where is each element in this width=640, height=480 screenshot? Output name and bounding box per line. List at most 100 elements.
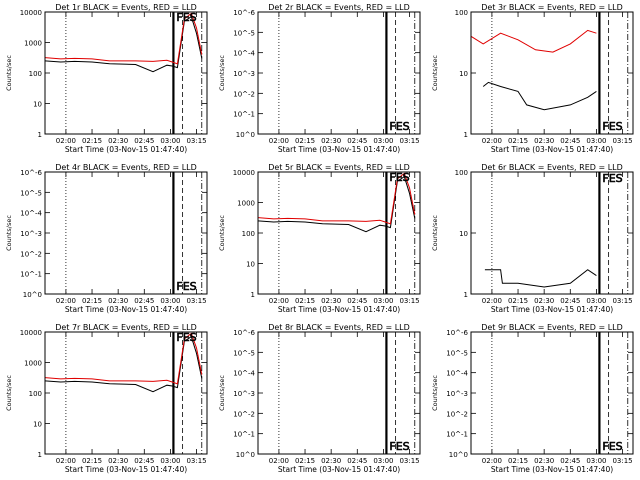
x-tick-label: 02:45 bbox=[347, 137, 367, 145]
x-tick-label: 02:00 bbox=[56, 457, 76, 465]
x-tick-label: 02:30 bbox=[108, 137, 128, 145]
events-series-line bbox=[44, 15, 203, 73]
x-tick-label: 02:00 bbox=[269, 457, 289, 465]
plot-frame bbox=[44, 331, 208, 455]
x-axis-label: Start Time (03-Nov-15 01:47:40) bbox=[65, 465, 187, 474]
detector-panel-8: Det 8r BLACK = Events, RED = LLD Counts/s… bbox=[218, 323, 421, 474]
x-tick-label: 03:00 bbox=[160, 297, 180, 305]
y-tick-label: 10^-1 bbox=[233, 431, 255, 439]
y-tick-label: 1 bbox=[38, 451, 42, 459]
y-tick-label: 10^-1 bbox=[233, 111, 255, 119]
y-tick-label: 10^-5 bbox=[233, 349, 255, 357]
y-tick-label: 10 bbox=[459, 70, 468, 78]
y-tick-label: 1000 bbox=[24, 40, 42, 48]
x-tick-label: 03:15 bbox=[612, 297, 632, 305]
fes-annotation: FES bbox=[389, 120, 409, 133]
detector-panel-5: Det 5r BLACK = Events, RED = LLD Counts/s… bbox=[218, 163, 421, 314]
panel-title: Det 9r BLACK = Events, RED = LLD bbox=[481, 323, 623, 332]
detector-panel-4: Det 4r BLACK = Events, RED = LLD Counts/s… bbox=[5, 163, 208, 314]
fes-annotation: FES bbox=[602, 120, 622, 133]
x-axis-label: Start Time (03-Nov-15 01:47:40) bbox=[278, 145, 400, 154]
y-tick-label: 10 bbox=[459, 230, 468, 238]
y-tick-label: 1 bbox=[251, 291, 255, 299]
y-tick-label: 10^-4 bbox=[233, 50, 255, 58]
x-tick-label: 02:15 bbox=[82, 137, 102, 145]
detector-panel-7: Det 7r BLACK = Events, RED = LLD Counts/s… bbox=[5, 323, 208, 474]
panel-title: Det 8r BLACK = Events, RED = LLD bbox=[268, 323, 410, 332]
x-tick-label: 02:15 bbox=[508, 297, 528, 305]
panel-title: Det 4r BLACK = Events, RED = LLD bbox=[55, 163, 197, 172]
x-tick-label: 03:15 bbox=[186, 297, 206, 305]
x-tick-label: 02:15 bbox=[295, 137, 315, 145]
x-tick-label: 03:00 bbox=[586, 137, 606, 145]
x-tick-label: 02:00 bbox=[269, 137, 289, 145]
x-tick-label: 03:15 bbox=[186, 137, 206, 145]
y-tick-label: 10^-2 bbox=[446, 410, 468, 418]
x-tick-label: 02:15 bbox=[82, 297, 102, 305]
y-tick-label: 10^-2 bbox=[233, 410, 255, 418]
x-tick-label: 02:45 bbox=[560, 297, 580, 305]
y-tick-label: 10^-5 bbox=[20, 189, 42, 197]
y-axis-label: Counts/sec bbox=[431, 215, 439, 251]
y-tick-label: 10^-5 bbox=[233, 29, 255, 37]
lld-series-line bbox=[44, 12, 203, 65]
plot-frame bbox=[470, 171, 634, 295]
y-axis-label: Counts/sec bbox=[218, 215, 226, 251]
y-tick-label: 10 bbox=[33, 101, 42, 109]
x-tick-label: 02:15 bbox=[295, 297, 315, 305]
y-tick-label: 10^-6 bbox=[446, 329, 468, 337]
y-tick-label: 1 bbox=[464, 131, 468, 139]
x-axis-label: Start Time (03-Nov-15 01:47:40) bbox=[491, 465, 613, 474]
y-axis-label: Counts/sec bbox=[431, 375, 439, 411]
y-tick-label: 10000 bbox=[20, 9, 42, 17]
y-tick-label: 10 bbox=[246, 261, 255, 269]
x-tick-label: 02:30 bbox=[534, 457, 554, 465]
x-tick-label: 03:00 bbox=[586, 457, 606, 465]
events-series-line bbox=[482, 81, 597, 111]
x-axis-label: Start Time (03-Nov-15 01:47:40) bbox=[278, 305, 400, 314]
y-tick-label: 10^-6 bbox=[233, 9, 255, 17]
x-tick-label: 02:00 bbox=[482, 137, 502, 145]
y-axis-label: Counts/sec bbox=[218, 55, 226, 91]
plot-frame bbox=[44, 171, 208, 295]
lld-series-line bbox=[44, 332, 203, 385]
y-tick-label: 10^0 bbox=[236, 451, 255, 459]
y-tick-label: 1000 bbox=[24, 360, 42, 368]
x-tick-label: 02:45 bbox=[347, 297, 367, 305]
y-tick-label: 10^-6 bbox=[233, 329, 255, 337]
x-tick-label: 02:00 bbox=[56, 137, 76, 145]
plot-frame bbox=[470, 11, 634, 135]
x-tick-label: 03:00 bbox=[373, 297, 393, 305]
y-tick-label: 100 bbox=[455, 9, 468, 17]
x-tick-label: 02:45 bbox=[560, 137, 580, 145]
y-tick-label: 10^0 bbox=[449, 451, 468, 459]
y-tick-label: 10000 bbox=[233, 169, 255, 177]
panel-title: Det 7r BLACK = Events, RED = LLD bbox=[55, 323, 197, 332]
panel-title: Det 6r BLACK = Events, RED = LLD bbox=[481, 163, 623, 172]
panel-title: Det 3r BLACK = Events, RED = LLD bbox=[481, 3, 623, 12]
y-tick-label: 100 bbox=[29, 390, 42, 398]
y-tick-label: 10^-3 bbox=[233, 390, 255, 398]
y-tick-label: 100 bbox=[29, 70, 42, 78]
x-tick-label: 02:45 bbox=[134, 297, 154, 305]
x-axis-label: Start Time (03-Nov-15 01:47:40) bbox=[278, 465, 400, 474]
y-tick-label: 10^-4 bbox=[20, 210, 42, 218]
x-tick-label: 03:15 bbox=[612, 137, 632, 145]
events-series-line bbox=[44, 335, 203, 393]
x-tick-label: 02:45 bbox=[134, 137, 154, 145]
y-axis-label: Counts/sec bbox=[5, 215, 13, 251]
panel-title: Det 5r BLACK = Events, RED = LLD bbox=[268, 163, 410, 172]
y-tick-label: 100 bbox=[455, 169, 468, 177]
plot-frame bbox=[470, 331, 634, 455]
y-tick-label: 1000 bbox=[237, 200, 255, 208]
detector-panel-6: Det 6r BLACK = Events, RED = LLD Counts/s… bbox=[431, 163, 634, 314]
y-tick-label: 1 bbox=[38, 131, 42, 139]
x-tick-label: 03:00 bbox=[160, 457, 180, 465]
panel-title: Det 1r BLACK = Events, RED = LLD bbox=[55, 3, 197, 12]
x-tick-label: 03:00 bbox=[160, 137, 180, 145]
y-tick-label: 10^0 bbox=[23, 291, 42, 299]
detector-panel-3: Det 3r BLACK = Events, RED = LLD Counts/s… bbox=[431, 3, 634, 154]
x-tick-label: 02:00 bbox=[56, 297, 76, 305]
fes-annotation: FES bbox=[389, 440, 409, 453]
